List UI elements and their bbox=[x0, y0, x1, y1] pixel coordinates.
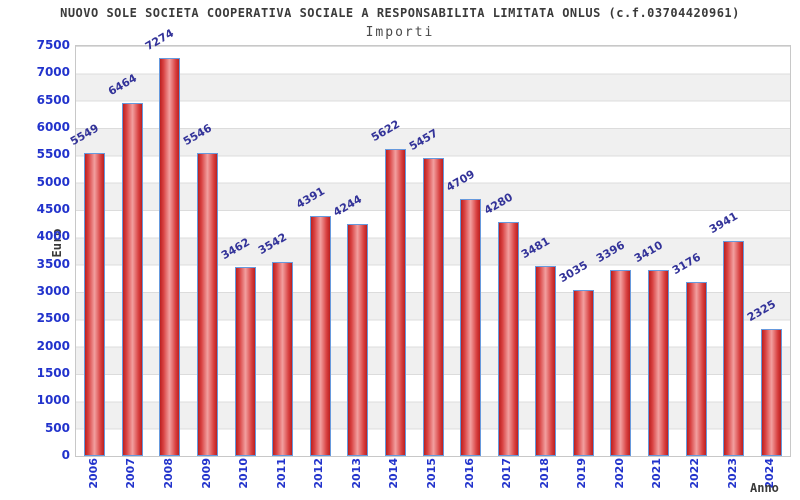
bar-2023 bbox=[723, 240, 745, 456]
bar-2006 bbox=[84, 152, 106, 456]
bar-value-label: 2325 bbox=[744, 297, 778, 325]
x-tick-label: 2018 bbox=[537, 458, 551, 489]
bar-2024 bbox=[760, 328, 782, 456]
y-tick-label: 1000 bbox=[36, 393, 70, 408]
bar-value-label: 4391 bbox=[293, 184, 327, 212]
bar-value-label: 3481 bbox=[519, 234, 553, 261]
bar-2009 bbox=[197, 152, 219, 456]
y-tick-label: 3500 bbox=[36, 256, 70, 271]
bar-2019 bbox=[572, 290, 594, 456]
bar-value-label: 3035 bbox=[556, 258, 590, 286]
x-tick-label: 2013 bbox=[349, 458, 363, 489]
bar-2016 bbox=[460, 198, 482, 456]
x-tick-label: 2014 bbox=[387, 458, 401, 489]
bar-2022 bbox=[685, 282, 707, 456]
x-tick-label: 2016 bbox=[462, 458, 476, 489]
bar-value-label: 5546 bbox=[181, 121, 215, 148]
y-tick-label: 2500 bbox=[36, 311, 70, 326]
bar-2017 bbox=[497, 222, 519, 456]
x-tick-label: 2015 bbox=[425, 458, 438, 489]
bar-value-label: 4709 bbox=[444, 167, 478, 194]
x-tick-label: 2021 bbox=[650, 458, 664, 489]
bar-value-label: 5549 bbox=[68, 121, 102, 148]
bar-value-label: 3396 bbox=[594, 238, 628, 266]
x-tick-label: 2017 bbox=[500, 458, 514, 489]
y-tick-label: 5000 bbox=[36, 174, 70, 189]
chart-title: NUOVO SOLE SOCIETA COOPERATIVA SOCIALE A… bbox=[60, 6, 740, 20]
y-tick-label: 6000 bbox=[36, 120, 70, 134]
bar-value-label: 3410 bbox=[631, 238, 665, 265]
x-tick-label: 2019 bbox=[575, 458, 589, 489]
x-tick-label: 2009 bbox=[199, 458, 213, 489]
x-tick-label: 2023 bbox=[725, 458, 739, 489]
y-tick-label: 2000 bbox=[36, 338, 70, 353]
bar-2014 bbox=[384, 148, 406, 456]
bar-2013 bbox=[347, 224, 369, 456]
x-tick-label: 2008 bbox=[161, 458, 175, 489]
y-tick-label: 4000 bbox=[36, 229, 70, 244]
plot-area: 5549 6464 7274 5546 3462 3542 4391 4244 5622 5457… bbox=[68, 27, 791, 457]
bar-2020 bbox=[610, 270, 632, 456]
x-tick-label: 2020 bbox=[612, 458, 626, 489]
bar-value-label: 5622 bbox=[368, 117, 402, 144]
bar-2018 bbox=[535, 265, 557, 456]
y-tick-label: 7500 bbox=[36, 38, 70, 52]
bar-2012 bbox=[309, 215, 331, 456]
y-tick-label: 3000 bbox=[36, 284, 70, 298]
bar-value-label: 3176 bbox=[669, 250, 703, 278]
x-tick-label: 2011 bbox=[274, 458, 288, 489]
bar-value-label: 3941 bbox=[707, 209, 741, 236]
bar-value-label: 5457 bbox=[406, 126, 440, 153]
bar-value-label: 3462 bbox=[218, 235, 252, 262]
bar-2021 bbox=[647, 269, 669, 456]
bar-value-label: 6464 bbox=[105, 71, 139, 98]
y-tick-label: 6500 bbox=[36, 92, 70, 107]
y-tick-label: 7000 bbox=[36, 65, 70, 80]
y-tick-label: 1500 bbox=[36, 366, 70, 380]
bar-value-label: 4244 bbox=[331, 192, 365, 220]
y-tick-label: 500 bbox=[44, 420, 70, 435]
x-tick-label: 2010 bbox=[237, 458, 251, 489]
bar-2007 bbox=[121, 102, 143, 456]
bar-2010 bbox=[234, 266, 256, 456]
y-tick-label: 4500 bbox=[36, 202, 70, 216]
bar-value-label: 3542 bbox=[256, 230, 290, 258]
x-tick-label: 2022 bbox=[688, 458, 702, 489]
y-tick-label: 5500 bbox=[36, 147, 70, 162]
bar-2008 bbox=[159, 58, 181, 456]
x-tick-label: 2006 bbox=[86, 458, 100, 489]
y-tick-label: 0 bbox=[61, 448, 70, 462]
x-tick-label: 2007 bbox=[124, 458, 138, 489]
bar-2015 bbox=[422, 157, 444, 456]
x-tick-label: 2012 bbox=[312, 458, 326, 489]
bar-2011 bbox=[272, 262, 294, 456]
chart-subtitle: Importi bbox=[365, 25, 435, 40]
x-axis-label: Anno bbox=[750, 481, 779, 495]
bar-value-label: 4280 bbox=[481, 190, 515, 218]
